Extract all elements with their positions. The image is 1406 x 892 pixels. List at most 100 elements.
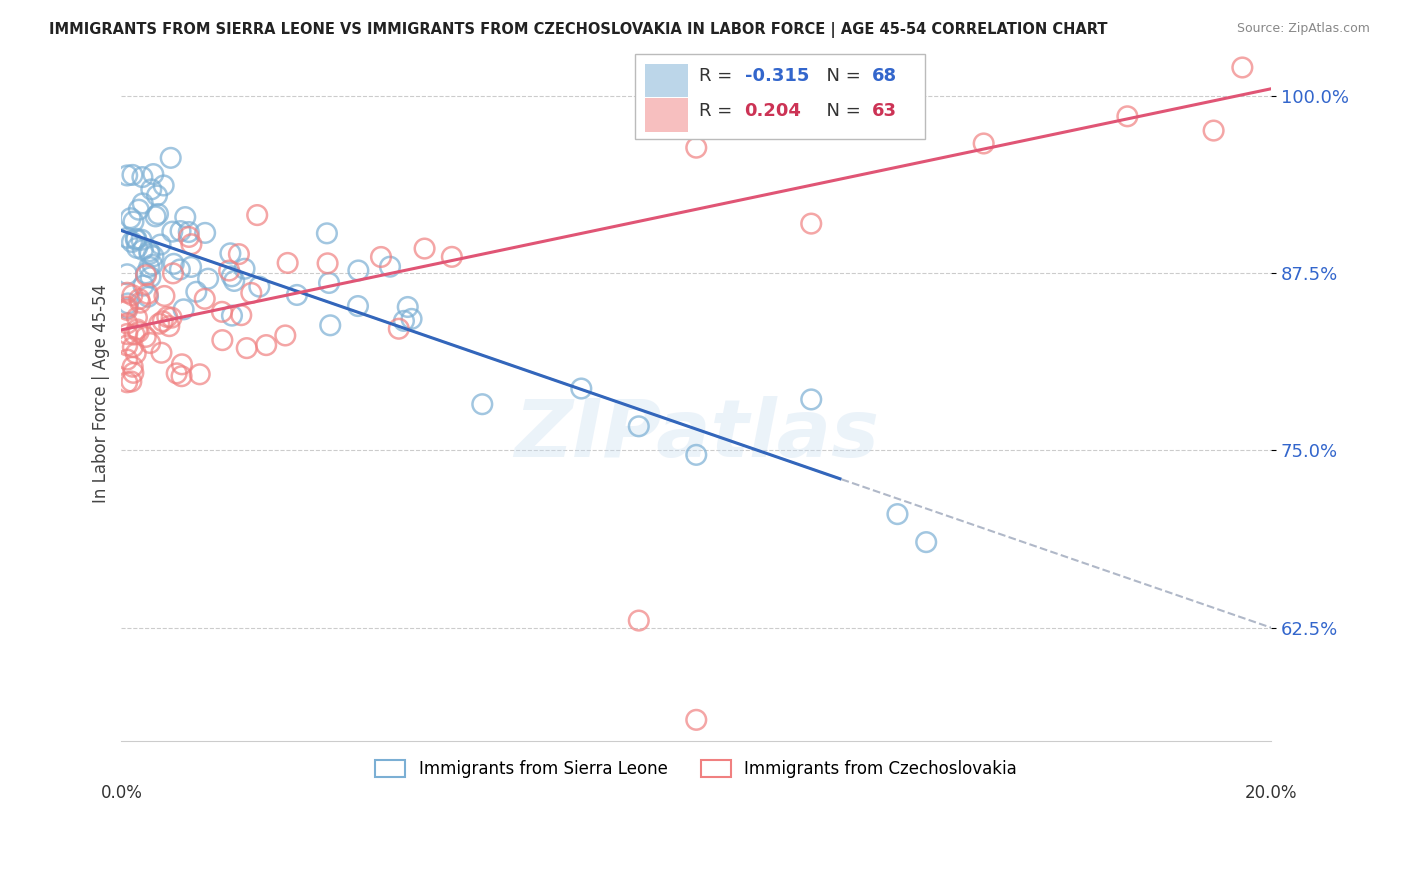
- Point: [186, 285, 208, 299]
- Point: [125, 346, 148, 360]
- Point: [177, 230, 200, 244]
- Point: [152, 314, 174, 328]
- Point: [115, 317, 138, 331]
- Point: [627, 419, 650, 434]
- Point: [122, 366, 145, 380]
- Point: [219, 246, 242, 260]
- Point: [240, 285, 263, 300]
- Text: 63: 63: [872, 102, 897, 120]
- Point: [224, 274, 246, 288]
- Point: [471, 397, 494, 411]
- Text: 0.204: 0.204: [745, 102, 801, 120]
- Point: [115, 326, 138, 341]
- Point: [347, 299, 370, 313]
- Point: [231, 308, 253, 322]
- Point: [121, 359, 143, 374]
- Point: [1232, 61, 1254, 75]
- Point: [132, 278, 155, 293]
- Point: [124, 327, 146, 342]
- Point: [135, 266, 157, 280]
- Point: [156, 310, 179, 324]
- Point: [800, 392, 823, 407]
- Point: [170, 369, 193, 384]
- FancyBboxPatch shape: [644, 63, 688, 97]
- Point: [569, 382, 592, 396]
- Point: [121, 288, 143, 302]
- Point: [129, 295, 152, 310]
- Point: [197, 271, 219, 285]
- Point: [162, 225, 184, 239]
- FancyBboxPatch shape: [636, 54, 925, 138]
- Text: 0.0%: 0.0%: [100, 784, 142, 802]
- Point: [125, 241, 148, 255]
- Point: [121, 168, 143, 182]
- Point: [162, 266, 184, 280]
- Point: [115, 352, 138, 367]
- Point: [221, 269, 243, 284]
- Text: N =: N =: [814, 102, 866, 120]
- Point: [132, 196, 155, 211]
- Point: [235, 341, 257, 355]
- Point: [915, 535, 938, 549]
- Point: [685, 448, 707, 462]
- Point: [370, 250, 392, 264]
- Point: [246, 208, 269, 222]
- FancyBboxPatch shape: [644, 98, 688, 132]
- Point: [135, 330, 157, 344]
- Point: [125, 310, 148, 325]
- Text: N =: N =: [814, 67, 866, 85]
- Point: [142, 249, 165, 263]
- Point: [131, 233, 153, 247]
- Point: [319, 318, 342, 333]
- Point: [150, 345, 173, 359]
- Point: [177, 225, 200, 239]
- Text: R =: R =: [699, 102, 738, 120]
- Point: [141, 258, 163, 272]
- Point: [146, 188, 169, 202]
- Point: [136, 286, 159, 301]
- Point: [316, 256, 339, 270]
- Point: [166, 367, 188, 381]
- Point: [285, 288, 308, 302]
- Point: [211, 333, 233, 347]
- Point: [115, 285, 138, 300]
- Point: [388, 322, 411, 336]
- Point: [115, 300, 138, 314]
- Text: Source: ZipAtlas.com: Source: ZipAtlas.com: [1237, 22, 1371, 36]
- Point: [180, 260, 202, 274]
- Point: [136, 290, 159, 304]
- Point: [142, 167, 165, 181]
- Point: [128, 292, 150, 306]
- Point: [218, 263, 240, 277]
- Text: IMMIGRANTS FROM SIERRA LEONE VS IMMIGRANTS FROM CZECHOSLOVAKIA IN LABOR FORCE | : IMMIGRANTS FROM SIERRA LEONE VS IMMIGRAN…: [49, 22, 1108, 38]
- Text: 20.0%: 20.0%: [1244, 784, 1298, 802]
- Point: [211, 305, 233, 319]
- Text: ZIPatlas: ZIPatlas: [513, 396, 879, 475]
- Point: [194, 226, 217, 240]
- Point: [152, 178, 174, 193]
- Point: [115, 267, 138, 281]
- Point: [1202, 123, 1225, 137]
- Point: [413, 242, 436, 256]
- Point: [254, 338, 277, 352]
- Point: [131, 170, 153, 185]
- Text: 68: 68: [872, 67, 897, 85]
- Point: [800, 217, 823, 231]
- Point: [160, 310, 183, 325]
- Point: [115, 376, 138, 390]
- Point: [139, 336, 162, 351]
- Text: R =: R =: [699, 67, 738, 85]
- Point: [153, 289, 176, 303]
- Point: [115, 302, 138, 317]
- Point: [159, 151, 181, 165]
- Point: [318, 276, 340, 290]
- Point: [121, 235, 143, 249]
- Point: [973, 136, 995, 151]
- Point: [247, 279, 270, 293]
- Point: [378, 260, 401, 274]
- Point: [228, 247, 250, 261]
- Legend: Immigrants from Sierra Leone, Immigrants from Czechoslovakia: Immigrants from Sierra Leone, Immigrants…: [368, 754, 1024, 785]
- Point: [138, 244, 160, 259]
- Point: [115, 301, 138, 316]
- Point: [194, 292, 217, 306]
